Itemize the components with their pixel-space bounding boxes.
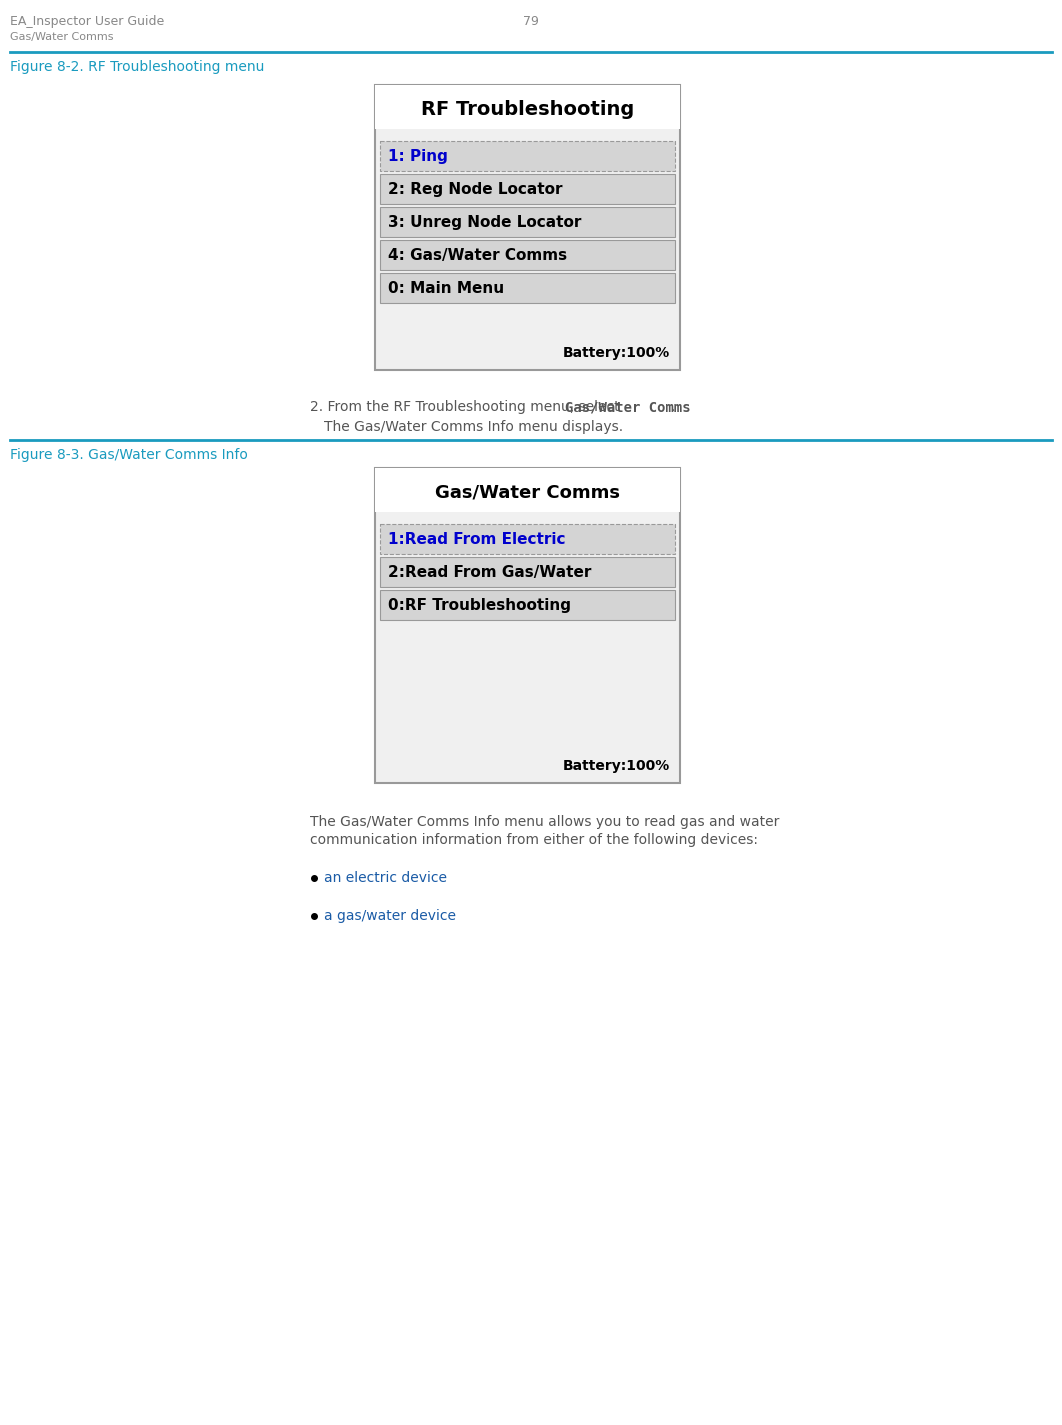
Text: Figure 8-2. RF Troubleshooting menu: Figure 8-2. RF Troubleshooting menu (10, 60, 264, 74)
FancyBboxPatch shape (380, 524, 675, 554)
Text: RF Troubleshooting: RF Troubleshooting (421, 100, 634, 118)
FancyBboxPatch shape (380, 590, 675, 620)
Text: EA_Inspector User Guide: EA_Inspector User Guide (10, 16, 165, 28)
Text: a gas/water device: a gas/water device (324, 909, 456, 923)
Text: 0:RF Troubleshooting: 0:RF Troubleshooting (388, 597, 571, 613)
Text: 0: Main Menu: 0: Main Menu (388, 281, 504, 295)
Text: 4: Gas/Water Comms: 4: Gas/Water Comms (388, 248, 567, 262)
FancyBboxPatch shape (375, 86, 680, 370)
Text: 1: Ping: 1: Ping (388, 148, 448, 164)
FancyBboxPatch shape (375, 467, 680, 512)
Text: .: . (670, 400, 674, 415)
Text: Battery:100%: Battery:100% (563, 346, 670, 361)
Text: 79: 79 (524, 16, 538, 28)
Text: an electric device: an electric device (324, 871, 447, 885)
Text: The Gas/Water Comms Info menu displays.: The Gas/Water Comms Info menu displays. (324, 420, 623, 435)
FancyBboxPatch shape (380, 174, 675, 204)
Text: The Gas/Water Comms Info menu allows you to read gas and water: The Gas/Water Comms Info menu allows you… (310, 815, 780, 829)
FancyBboxPatch shape (380, 274, 675, 304)
Text: Gas/Water Comms: Gas/Water Comms (10, 31, 114, 41)
Text: 1:Read From Electric: 1:Read From Electric (388, 532, 565, 547)
FancyBboxPatch shape (380, 207, 675, 237)
FancyBboxPatch shape (380, 141, 675, 171)
FancyBboxPatch shape (375, 467, 680, 782)
Text: 2: Reg Node Locator: 2: Reg Node Locator (388, 181, 563, 197)
Text: Figure 8-3. Gas/Water Comms Info: Figure 8-3. Gas/Water Comms Info (10, 447, 247, 462)
Text: Battery:100%: Battery:100% (563, 760, 670, 772)
FancyBboxPatch shape (375, 86, 680, 130)
Text: communication information from either of the following devices:: communication information from either of… (310, 834, 758, 846)
Text: 2. From the RF Troubleshooting menu, select: 2. From the RF Troubleshooting menu, sel… (310, 400, 624, 415)
Text: 2:Read From Gas/Water: 2:Read From Gas/Water (388, 564, 592, 580)
Text: Gas/Water Comms: Gas/Water Comms (435, 483, 620, 502)
FancyBboxPatch shape (380, 557, 675, 587)
FancyBboxPatch shape (380, 239, 675, 269)
Text: Gas/Water Comms: Gas/Water Comms (565, 400, 690, 415)
Text: 3: Unreg Node Locator: 3: Unreg Node Locator (388, 215, 581, 229)
